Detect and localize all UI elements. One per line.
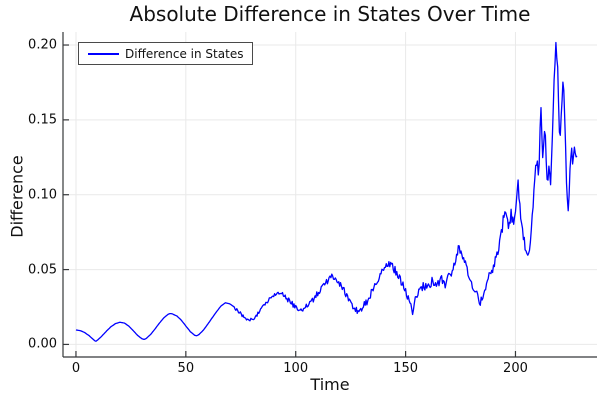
x-tick-label: 150 [393, 361, 419, 376]
y-tick-label: 0.05 [28, 262, 57, 278]
x-tick-label: 200 [503, 361, 528, 376]
x-tick-label: 50 [177, 361, 195, 376]
y-tick-label: 0.10 [28, 187, 57, 203]
x-tick-label: 0 [71, 361, 81, 376]
y-tick-label: 0.20 [28, 37, 57, 53]
y-tick-label: 0.00 [28, 336, 57, 352]
legend: Difference in States [78, 42, 253, 65]
difference-line [75, 41, 578, 342]
legend-line-swatch [88, 52, 119, 55]
y-tick-label: 0.15 [28, 112, 57, 128]
legend-label: Difference in States [125, 46, 244, 61]
x-axis-title: Time [310, 375, 350, 394]
x-tick-label: 100 [283, 361, 309, 376]
chart-title: Absolute Difference in States Over Time [129, 2, 531, 26]
